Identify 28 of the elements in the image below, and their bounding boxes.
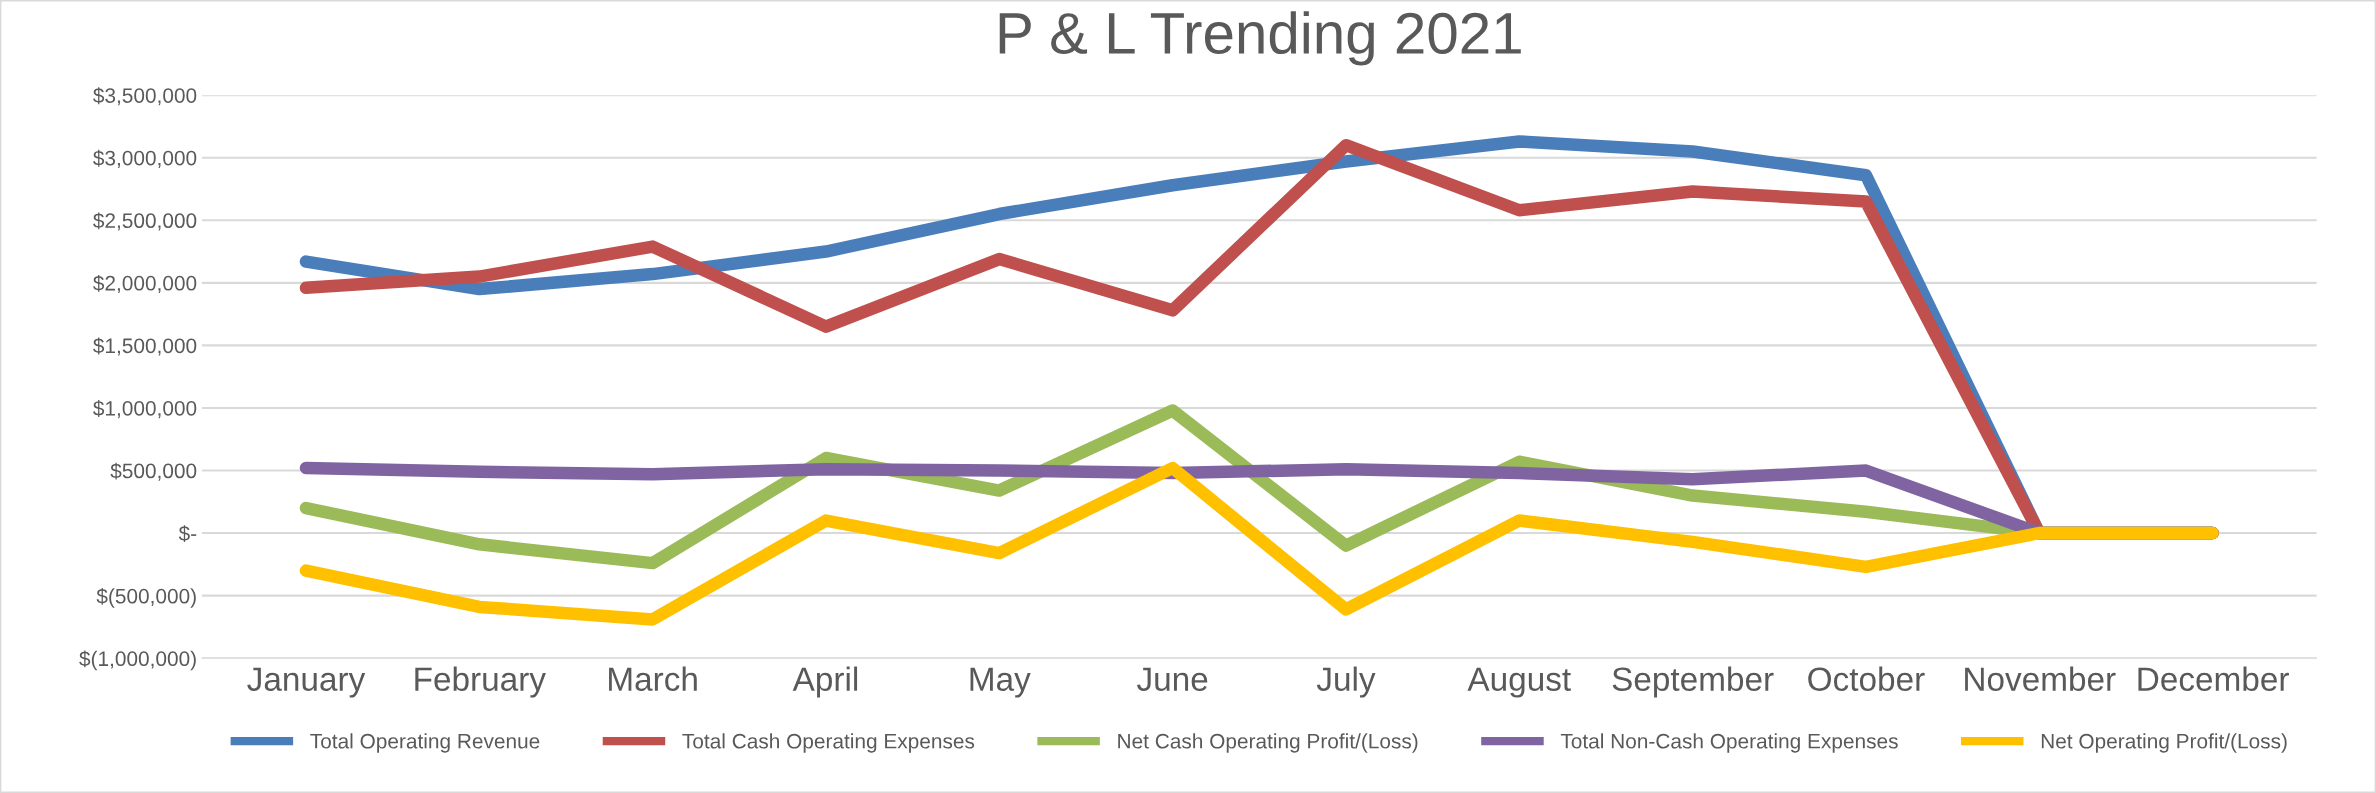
y-tick-label: $2,000,000	[93, 274, 197, 294]
x-tick-label: September	[1612, 666, 1774, 698]
y-tick-label: $1,500,000	[93, 337, 197, 356]
y-tick-label: $-	[178, 525, 197, 543]
legend-label: Net Operating Profit/(Loss)	[2041, 733, 2287, 753]
x-tick-label: March	[609, 666, 697, 692]
y-tick-label: $2,500,000	[93, 212, 197, 231]
x-tick-label: May	[970, 667, 1031, 698]
legend-label: Total Operating Revenue	[310, 733, 540, 753]
y-tick-label: $(1,000,000)	[79, 650, 196, 671]
x-tick-label: April	[792, 666, 858, 698]
x-tick-label: December	[2138, 666, 2289, 692]
y-tick-label: $(500,000)	[96, 587, 196, 608]
x-tick-label: July	[1316, 666, 1376, 698]
x-tick-label: February	[415, 666, 546, 698]
x-tick-label: November	[1965, 666, 2116, 692]
x-tick-label: January	[247, 667, 366, 698]
x-tick-label: October	[1808, 666, 1925, 692]
legend-label: Total Cash Operating Expenses	[682, 733, 975, 753]
y-tick-label: $1,000,000	[93, 400, 197, 419]
y-tick-label: $3,500,000	[93, 87, 197, 106]
legend-label: Net Cash Operating Profit/(Loss)	[1118, 733, 1418, 753]
chart-title: P & L Trending 2021	[999, 11, 1521, 66]
x-tick-label: June	[1137, 667, 1208, 692]
y-tick-label: $500,000	[110, 462, 197, 481]
legend-label: Total Non-Cash Operating Expenses	[1560, 733, 1898, 753]
y-tick-label: $3,000,000	[93, 149, 197, 168]
x-tick-label: August	[1467, 667, 1571, 698]
